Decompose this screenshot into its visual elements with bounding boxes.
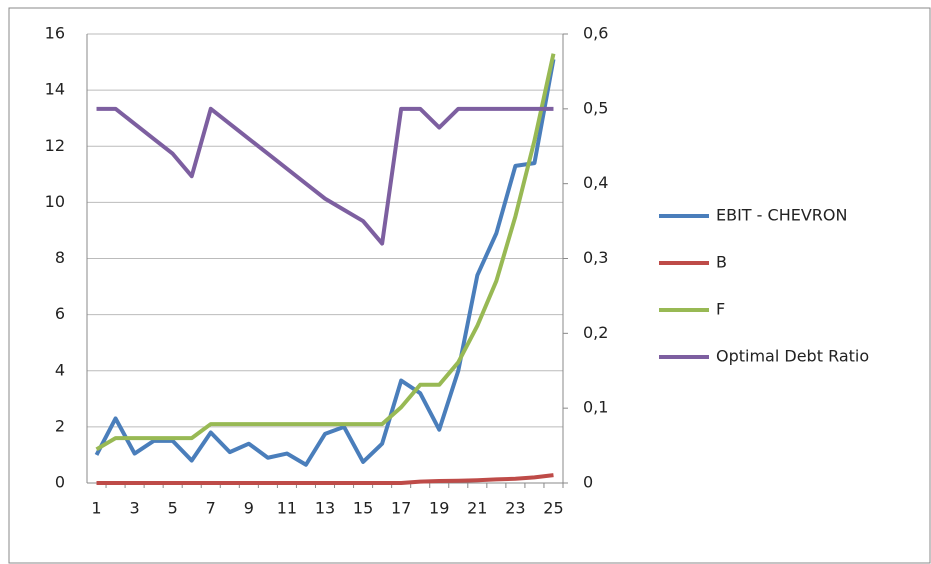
legend-label: Optimal Debt Ratio bbox=[716, 347, 869, 366]
x-tick-label: 1 bbox=[91, 499, 101, 518]
chart-border bbox=[8, 7, 931, 564]
x-tick-label: 19 bbox=[429, 499, 449, 518]
legend-label: EBIT - CHEVRON bbox=[716, 206, 847, 225]
x-tick-label: 11 bbox=[277, 499, 297, 518]
legend-label: B bbox=[716, 253, 727, 272]
y-tick-label: 10 bbox=[45, 192, 65, 211]
y-tick-label: 12 bbox=[45, 136, 65, 155]
y2-tick-label: 0,4 bbox=[583, 173, 608, 192]
y-tick-label: 8 bbox=[55, 248, 65, 267]
legend-label: F bbox=[716, 300, 725, 319]
y-tick-label: 2 bbox=[55, 416, 65, 435]
x-tick-label: 23 bbox=[505, 499, 525, 518]
x-tick-label: 25 bbox=[543, 499, 563, 518]
x-tick-label: 21 bbox=[467, 499, 487, 518]
series-line bbox=[96, 106, 554, 246]
y-tick-label: 4 bbox=[55, 360, 65, 379]
y-tick-label: 16 bbox=[45, 24, 65, 43]
y2-tick-label: 0,3 bbox=[583, 248, 608, 267]
y-tick-label: 14 bbox=[45, 80, 65, 99]
y-tick-label: 0 bbox=[55, 473, 65, 492]
y2-tick-label: 0,2 bbox=[583, 323, 608, 342]
x-tick-label: 15 bbox=[353, 499, 373, 518]
y2-tick-label: 0,6 bbox=[583, 24, 608, 43]
x-tick-label: 9 bbox=[244, 499, 254, 518]
y2-tick-label: 0 bbox=[583, 473, 593, 492]
series-line bbox=[96, 473, 554, 485]
x-tick-label: 5 bbox=[168, 499, 178, 518]
x-tick-label: 3 bbox=[130, 499, 140, 518]
y-tick-label: 6 bbox=[55, 304, 65, 323]
series-line bbox=[95, 53, 556, 452]
x-tick-label: 13 bbox=[315, 499, 335, 518]
x-tick-label: 7 bbox=[206, 499, 216, 518]
x-tick-label: 17 bbox=[391, 499, 411, 518]
y2-tick-label: 0,5 bbox=[583, 98, 608, 117]
y2-tick-label: 0,1 bbox=[583, 398, 608, 417]
series-line bbox=[94, 58, 556, 467]
